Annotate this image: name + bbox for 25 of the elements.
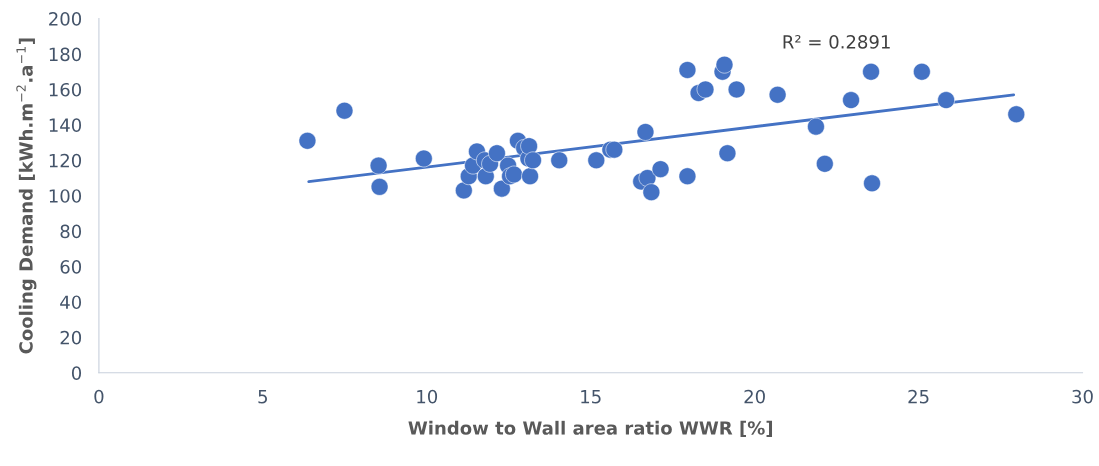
y-axis-title: Cooling Demand [kWh.m$^{−2}$.a$^{−1}$] [16, 38, 37, 354]
y-tick-label: 140 [49, 118, 82, 132]
x-axis-title: Window to Wall area ratio WWR [%] [408, 420, 773, 437]
point [335, 101, 354, 120]
x-tick-label: 0 [94, 389, 104, 404]
y-tick-label: 20 [60, 330, 82, 345]
annotation: R² = 0.2891 [783, 35, 890, 49]
y-tick-label: 40 [60, 295, 82, 310]
y-tick-label: 160 [49, 82, 82, 97]
point [636, 123, 655, 141]
y-tick-label: 60 [60, 260, 82, 274]
y-tick-label: 0 [71, 366, 82, 380]
point [696, 80, 715, 99]
x-tick-label: 30 [1072, 389, 1093, 404]
x-tick-label: 5 [258, 390, 268, 404]
x-tick-label: 10 [417, 389, 438, 404]
x-tick-label: 25 [908, 389, 929, 404]
x-tick-label: 15 [581, 390, 601, 404]
y-tick-label: 180 [49, 47, 82, 62]
y-tick-label: 80 [60, 224, 82, 239]
y-tick-label: 120 [49, 153, 82, 168]
point [678, 61, 697, 79]
x-tick-label: 20 [744, 389, 765, 404]
y-tick-label: 200 [49, 12, 82, 26]
y-tick-label: 100 [49, 189, 82, 203]
